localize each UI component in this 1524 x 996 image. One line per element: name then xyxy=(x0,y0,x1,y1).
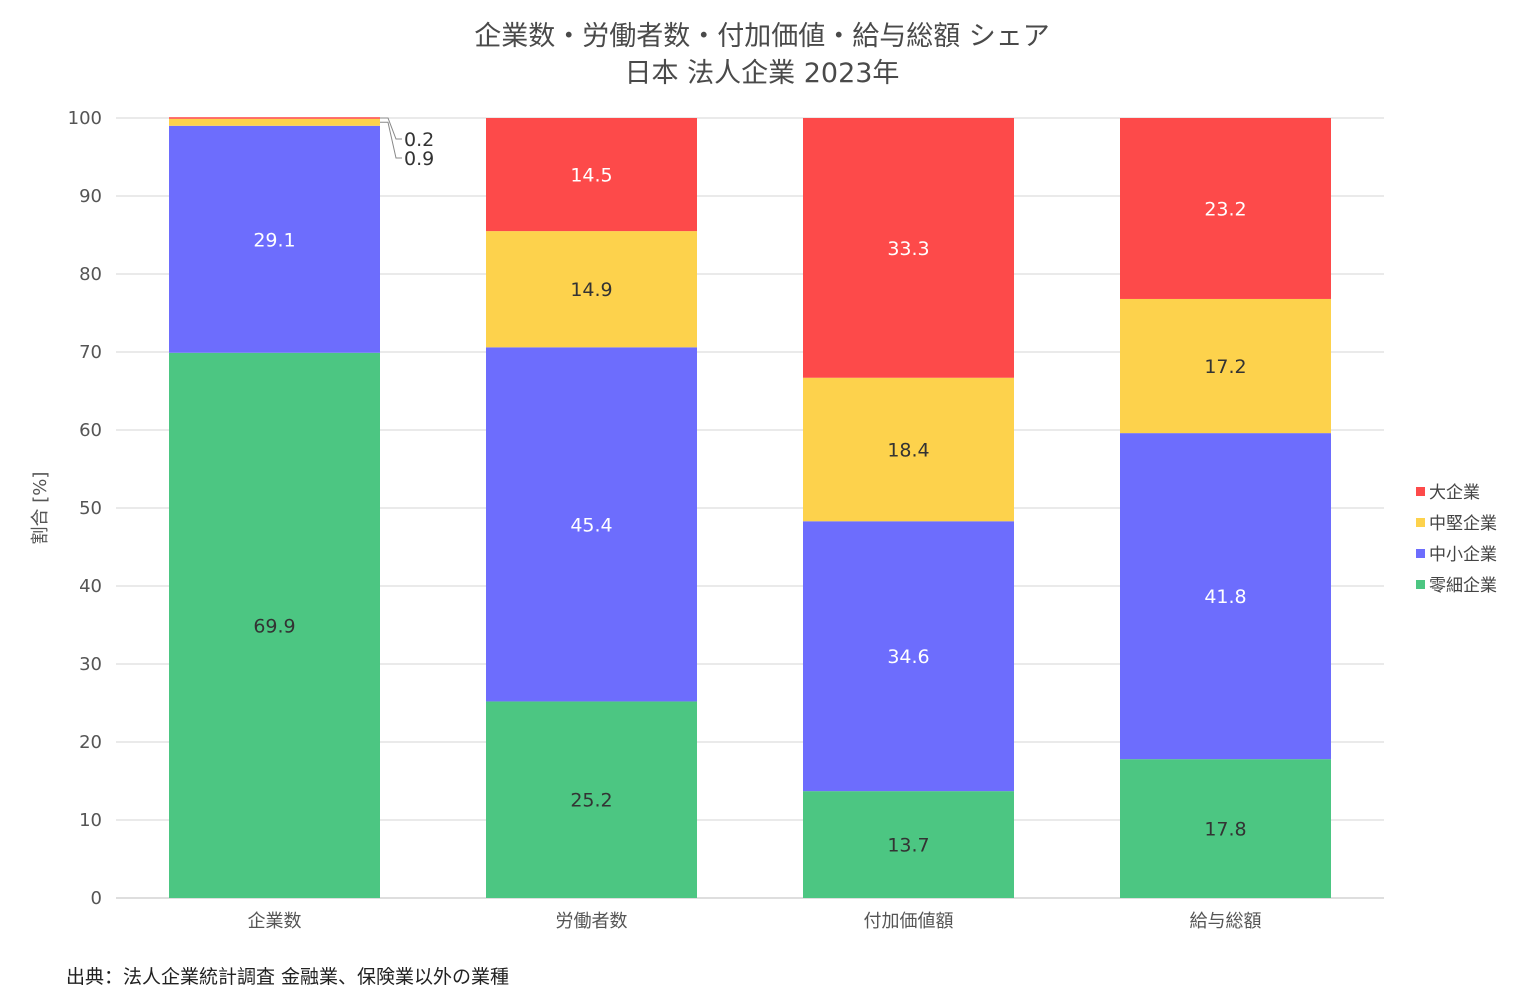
data-label: 0.2 xyxy=(404,129,434,151)
data-label: 29.1 xyxy=(253,229,295,251)
legend-swatch xyxy=(1416,518,1425,527)
data-label: 14.5 xyxy=(570,165,612,187)
bar-segment xyxy=(169,125,380,353)
data-label: 23.2 xyxy=(1204,198,1246,220)
bar-segment xyxy=(486,347,697,702)
y-tick-label: 90 xyxy=(79,186,102,207)
x-category-label: 給与総額 xyxy=(1190,911,1262,932)
bars xyxy=(169,117,1331,898)
data-label: 17.8 xyxy=(1204,819,1246,841)
legend-swatch xyxy=(1416,549,1425,558)
data-label: 17.2 xyxy=(1204,356,1246,378)
bar-segment xyxy=(169,118,380,126)
legend-swatch xyxy=(1416,580,1425,589)
y-tick-label: 40 xyxy=(79,576,102,597)
y-tick-label: 20 xyxy=(79,732,102,753)
legend-label: 中堅企業 xyxy=(1429,514,1497,534)
leader-line xyxy=(380,121,402,159)
legend-swatch xyxy=(1416,487,1425,496)
data-label: 34.6 xyxy=(887,646,929,668)
y-axis-ticks: 0 10 20 30 40 50 60 70 80 90 100 xyxy=(68,108,102,909)
bar-segment xyxy=(1120,298,1331,434)
bar-segment xyxy=(1120,118,1331,299)
chart-title: 企業数・労働者数・付加価値・給与総額 シェア xyxy=(474,21,1050,52)
data-label: 33.3 xyxy=(887,238,929,260)
bar-segment xyxy=(803,791,1014,898)
legend-label: 零細企業 xyxy=(1429,576,1497,596)
bar-segment xyxy=(803,377,1014,522)
data-label: 13.7 xyxy=(887,835,929,857)
bar-segment xyxy=(803,118,1014,378)
chart-subtitle: 日本 法人企業 2023年 xyxy=(625,58,900,89)
y-tick-label: 70 xyxy=(79,342,102,363)
bar-segment xyxy=(486,231,697,348)
legend-label: 大企業 xyxy=(1429,483,1480,503)
data-label: 45.4 xyxy=(570,514,612,536)
x-category-label: 付加価値額 xyxy=(864,911,954,932)
y-tick-label: 10 xyxy=(79,810,102,831)
y-tick-label: 30 xyxy=(79,654,102,675)
y-tick-label: 100 xyxy=(68,108,102,129)
y-axis-label: 割合 [%] xyxy=(30,472,51,545)
bar-segment xyxy=(486,701,697,898)
x-category-label: 労働者数 xyxy=(556,911,628,932)
bar-segment xyxy=(803,521,1014,792)
bar-segment xyxy=(1120,433,1331,760)
y-tick-label: 0 xyxy=(91,888,102,909)
data-label: 25.2 xyxy=(570,790,612,812)
bar-segment xyxy=(486,118,697,232)
bar-segment xyxy=(169,352,380,898)
leader-line xyxy=(380,117,402,140)
data-label: 69.9 xyxy=(253,615,295,637)
y-tick-label: 80 xyxy=(79,264,102,285)
x-category-label: 企業数 xyxy=(248,911,302,932)
data-label: 41.8 xyxy=(1204,586,1246,608)
bar-segment xyxy=(1120,759,1331,898)
data-label: 0.9 xyxy=(404,148,434,170)
legend-label: 中小企業 xyxy=(1429,545,1497,565)
y-tick-label: 50 xyxy=(79,498,102,519)
data-label: 14.9 xyxy=(570,279,612,301)
data-label: 18.4 xyxy=(887,440,929,462)
source-note: 出典：法人企業統計調査 金融業、保険業以外の業種 xyxy=(66,966,510,988)
x-axis-categories: 企業数 労働者数 付加価値額 給与総額 xyxy=(248,911,1262,932)
y-tick-label: 60 xyxy=(79,420,102,441)
data-labels: 69.9 29.1 0.90.2 25.2 45.4 14.9 14.5 13.7 34.6 18… xyxy=(253,117,1247,857)
bar-segment xyxy=(169,117,380,119)
